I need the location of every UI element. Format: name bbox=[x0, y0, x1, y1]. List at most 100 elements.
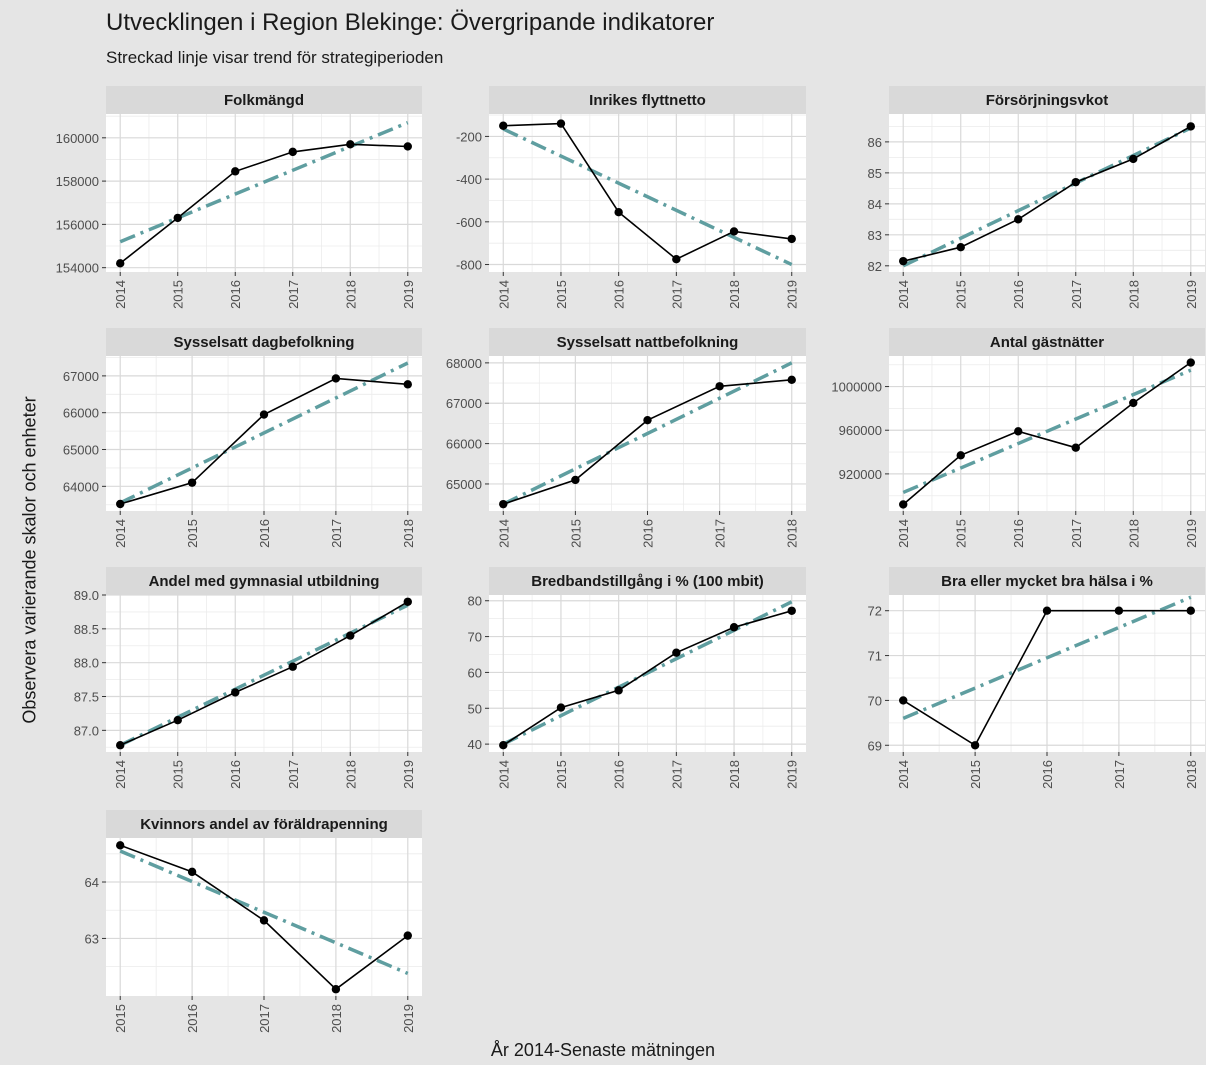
data-point bbox=[614, 208, 623, 217]
data-point bbox=[787, 606, 796, 615]
x-tick-label: 2019 bbox=[401, 1004, 416, 1033]
data-point bbox=[187, 867, 197, 877]
x-tick-label: 2016 bbox=[1011, 519, 1026, 548]
x-tick-label: 2014 bbox=[113, 519, 128, 548]
data-point bbox=[729, 623, 739, 632]
x-tick-label: 2016 bbox=[228, 760, 243, 789]
trend-line bbox=[902, 126, 1192, 268]
y-tick-label: 63 bbox=[85, 931, 99, 946]
data-point bbox=[1014, 215, 1023, 224]
strip bbox=[889, 567, 1205, 595]
x-tick-label: 2014 bbox=[896, 760, 911, 789]
x-tick-label: 2018 bbox=[343, 760, 358, 789]
y-tick-label: 60 bbox=[468, 665, 482, 680]
x-tick-label: 2019 bbox=[785, 280, 800, 309]
y-tick-label: 40 bbox=[468, 737, 482, 752]
panel-title: Folkmängd bbox=[224, 92, 304, 109]
trend-line bbox=[502, 127, 793, 267]
panel-10: Kvinnors andel av föräldrapenning 63 64 201… bbox=[85, 810, 422, 1033]
y-tick-label: 65000 bbox=[63, 443, 99, 458]
panel-title: Sysselsatt nattbefolkning bbox=[557, 334, 739, 351]
data-point bbox=[116, 259, 125, 268]
panel-1: Folkmängd 154000 156000 158000 160000 2014 201… bbox=[56, 86, 422, 309]
x-tick-label: 2015 bbox=[171, 280, 186, 309]
trend-line bbox=[119, 849, 409, 976]
data-point bbox=[899, 696, 908, 705]
y-tick-label: 1000000 bbox=[831, 380, 882, 395]
y-tick-label: 70 bbox=[468, 630, 482, 645]
data-point bbox=[259, 410, 269, 419]
y-tick-label: 71 bbox=[868, 649, 882, 664]
data-point bbox=[231, 688, 240, 697]
strip bbox=[489, 567, 806, 595]
x-tick-label: 2016 bbox=[612, 760, 627, 789]
x-tick-label: 2015 bbox=[171, 760, 186, 789]
x-tick-label: 2016 bbox=[612, 280, 627, 309]
x-tick-label: 2015 bbox=[954, 280, 969, 309]
y-tick-label: 67000 bbox=[446, 396, 482, 411]
data-point bbox=[1114, 606, 1124, 615]
x-tick-label: 2015 bbox=[954, 519, 969, 548]
x-tick-label: 2019 bbox=[401, 760, 416, 789]
x-tick-label: 2017 bbox=[329, 519, 344, 548]
x-tick-label: 2017 bbox=[713, 519, 728, 548]
data-point bbox=[187, 478, 197, 487]
x-tick-label: 2015 bbox=[968, 760, 983, 789]
x-tick-label: 2017 bbox=[669, 760, 684, 789]
y-tick-label: 66000 bbox=[446, 437, 482, 452]
panel-6: Antal gästnätter 920000 960000 1000000 2014 2… bbox=[831, 328, 1205, 548]
data-point bbox=[499, 121, 508, 130]
x-tick-label: 2017 bbox=[1112, 760, 1127, 789]
x-tick-label: 2017 bbox=[1069, 519, 1084, 548]
y-tick-label: 89.0 bbox=[74, 588, 99, 603]
y-tick-label: 154000 bbox=[56, 261, 99, 276]
chart-title: Utvecklingen i Region Blekinge: Övergrip… bbox=[106, 9, 715, 36]
data-point bbox=[1186, 358, 1195, 367]
y-tick-label: 80 bbox=[468, 594, 482, 609]
x-tick-label: 2019 bbox=[1184, 280, 1199, 309]
strip bbox=[106, 328, 422, 356]
y-tick-label: 65000 bbox=[446, 477, 482, 492]
y-tick-label: 67000 bbox=[63, 369, 99, 384]
x-tick-label: 2014 bbox=[496, 760, 511, 789]
panel-title: Försörjningsvkot bbox=[986, 92, 1109, 109]
x-tick-label: 2015 bbox=[554, 760, 569, 789]
series-line bbox=[902, 361, 1192, 506]
x-axis-label: År 2014-Senaste mätningen bbox=[490, 1040, 716, 1060]
panel-5: Sysselsatt nattbefolkning 65000 66000 67000… bbox=[446, 328, 806, 548]
data-point bbox=[787, 234, 796, 244]
data-point bbox=[614, 686, 623, 695]
x-tick-label: 2018 bbox=[1126, 280, 1141, 309]
y-tick-label: 158000 bbox=[56, 174, 99, 189]
strip bbox=[489, 86, 806, 114]
y-tick-label: 64 bbox=[85, 875, 99, 890]
data-point bbox=[970, 741, 980, 750]
y-tick-label: 960000 bbox=[839, 423, 882, 438]
data-point bbox=[571, 475, 580, 485]
y-tick-label: 87.5 bbox=[74, 690, 99, 705]
panel-2: Inrikes flyttnetto -800 -600 -400 -200 2014 20… bbox=[456, 86, 806, 309]
y-tick-label: -800 bbox=[456, 258, 482, 273]
panel-title: Andel med gymnasial utbildning bbox=[149, 573, 380, 590]
x-tick-label: 2019 bbox=[401, 280, 416, 309]
y-tick-label: 66000 bbox=[63, 406, 99, 421]
data-point bbox=[1186, 606, 1195, 615]
panel-3: Försörjningsvkot 82 83 84 85 86 2014 2015 2016 20… bbox=[868, 86, 1205, 309]
x-tick-label: 2014 bbox=[496, 519, 511, 548]
x-tick-label: 2018 bbox=[1126, 519, 1141, 548]
data-point bbox=[116, 841, 125, 850]
y-tick-label: 70 bbox=[868, 693, 882, 708]
x-tick-label: 2018 bbox=[727, 760, 742, 789]
series-line bbox=[119, 143, 408, 264]
data-point bbox=[1071, 443, 1080, 452]
y-tick-label: 64000 bbox=[63, 479, 99, 494]
data-point bbox=[729, 227, 739, 236]
trend-line bbox=[502, 600, 793, 746]
trend-line bbox=[502, 361, 793, 506]
y-tick-label: 160000 bbox=[56, 131, 99, 146]
data-point bbox=[672, 648, 681, 657]
trend-line bbox=[119, 361, 409, 505]
strip bbox=[106, 567, 422, 595]
y-tick-label: 84 bbox=[868, 197, 882, 212]
series-line bbox=[119, 601, 409, 746]
